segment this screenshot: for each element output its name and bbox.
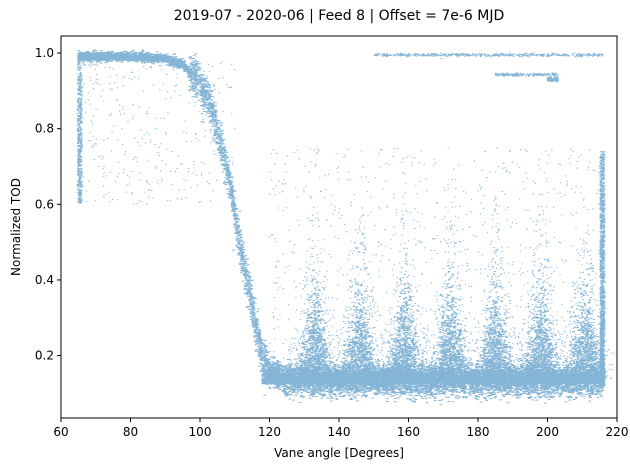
y-tick-label: 0.2 [35,349,54,363]
y-tick-label: 0.6 [35,197,54,211]
y-tick-label: 0.4 [35,273,54,287]
x-tick-label: 180 [467,425,490,439]
plot-area [76,49,615,406]
y-axis-label: Normalized TOD [9,178,23,276]
chart-title: 2019-07 - 2020-06 | Feed 8 | Offset = 7e… [174,8,505,24]
x-tick-label: 140 [328,425,351,439]
x-tick-label: 120 [258,425,281,439]
x-tick-label: 100 [189,425,212,439]
x-tick-label: 60 [53,425,68,439]
scatter-points [76,49,615,406]
x-tick-label: 220 [606,425,629,439]
x-tick-label: 80 [123,425,138,439]
x-tick-label: 160 [397,425,420,439]
x-axis-label: Vane angle [Degrees] [274,446,404,460]
x-axis: 60 80 100 120 140 160 180 200 220 [53,418,628,439]
y-tick-label: 1.0 [35,46,54,60]
y-axis: 0.2 0.4 0.6 0.8 1.0 [35,46,61,363]
x-tick-label: 200 [536,425,559,439]
y-tick-label: 0.8 [35,122,54,136]
